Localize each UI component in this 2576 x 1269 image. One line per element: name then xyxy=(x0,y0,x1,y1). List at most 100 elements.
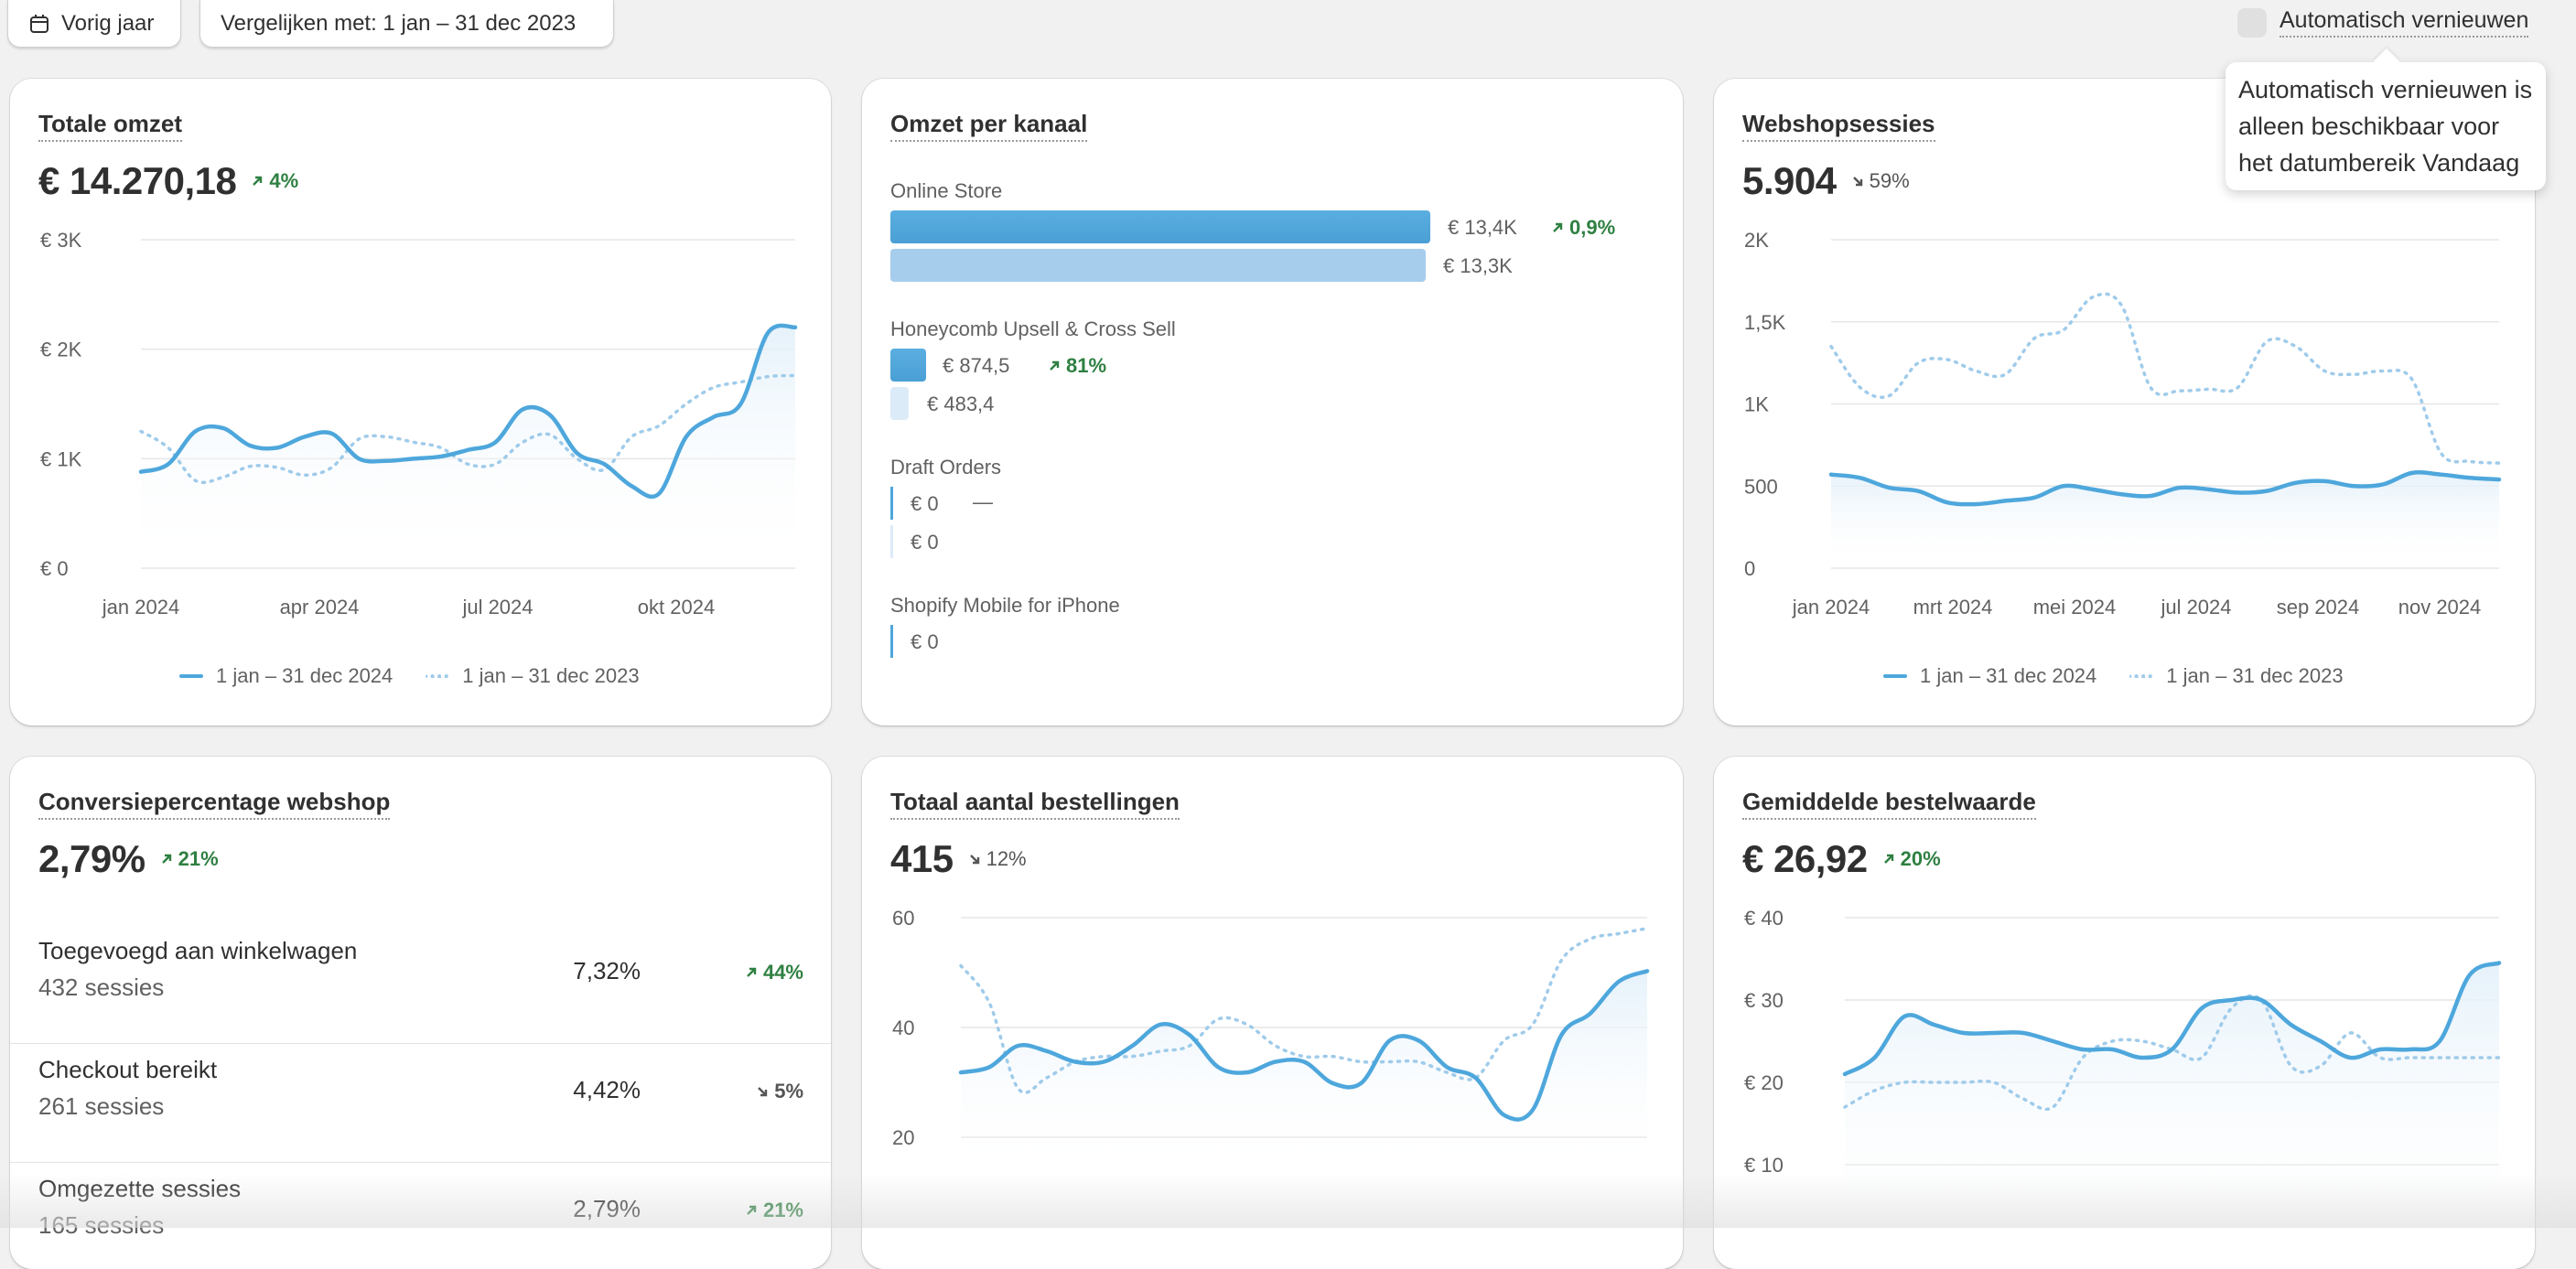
channel-bar-previous[interactable] xyxy=(890,387,909,420)
channel-delta: 81% xyxy=(1048,354,1106,378)
chart-legend: 1 jan – 31 dec 2024 1 jan – 31 dec 2023 xyxy=(179,664,673,688)
x-tick-label: sep 2024 xyxy=(2277,596,2360,618)
metric-value: € 26,92 xyxy=(1742,837,1868,880)
row-sessions: 261 sessies xyxy=(38,1092,165,1120)
card-title[interactable]: Webshopsessies xyxy=(1742,110,1935,142)
delta-badge: 21% xyxy=(160,847,219,871)
channel-bar-previous[interactable] xyxy=(890,525,893,558)
series-line-current xyxy=(1828,470,2502,507)
series-line-previous xyxy=(1829,292,2501,465)
arrow-up-right-icon xyxy=(747,967,757,977)
y-tick-label: € 0 xyxy=(40,557,69,580)
calendar-icon xyxy=(30,14,49,33)
webshop-sessions-chart: 2K 1,5K 1K 500 0 jan 2024 mrt 2024 mei 2024 jul … xyxy=(1744,229,2502,618)
y-tick-label: € 40 xyxy=(1744,907,1784,930)
metric-value: € 14.270,18 xyxy=(38,159,237,202)
x-tick-label: jul 2024 xyxy=(461,596,533,618)
row-name: Checkout bereikt xyxy=(38,1056,218,1083)
conversion-row[interactable]: Omgezette sessies 165 sessies 2,79% 21% xyxy=(10,1162,831,1269)
arrow-down-right-icon xyxy=(969,855,979,865)
channel-value-previous: € 13,3K xyxy=(1443,254,1513,277)
series-line-current xyxy=(958,969,1650,1122)
row-name: Omgezette sessies xyxy=(38,1175,242,1202)
metric-value: 5.904 xyxy=(1742,159,1837,202)
card-title[interactable]: Gemiddelde bestelwaarde xyxy=(1742,788,2036,820)
legend-previous[interactable]: 1 jan – 31 dec 2023 xyxy=(426,664,640,688)
auto-refresh-checkbox[interactable] xyxy=(2237,7,2267,38)
row-delta: 21% xyxy=(745,1199,803,1222)
y-tick-label: 1,5K xyxy=(1744,311,1786,334)
y-tick-label: € 20 xyxy=(1744,1071,1784,1094)
legend-current[interactable]: 1 jan – 31 dec 2024 xyxy=(179,664,393,688)
webshop-sessions-card[interactable]: Webshopsessies 5.904 59% 2K 1,5K 1K 500 0 jan… xyxy=(1714,79,2535,726)
channel-delta: 0,9% xyxy=(1551,216,1615,240)
arrow-up-right-icon xyxy=(747,1205,757,1215)
y-tick-label: € 10 xyxy=(1744,1154,1784,1177)
channel-delta: — xyxy=(973,490,993,513)
total-revenue-card[interactable]: Totale omzet € 14.270,18 4% € 3K € 2K € 1K… xyxy=(10,79,831,726)
y-tick-label: 60 xyxy=(892,907,914,930)
delta-badge: 59% xyxy=(1851,169,1910,193)
y-tick-label: 40 xyxy=(892,1016,914,1039)
card-title[interactable]: Totale omzet xyxy=(38,110,182,142)
compare-button[interactable]: Vergelijken met: 1 jan – 31 dec 2023 xyxy=(199,0,614,48)
y-tick-label: € 1K xyxy=(40,447,82,470)
x-tick-label: jan 2024 xyxy=(1792,596,1870,618)
channel-bar-current[interactable] xyxy=(890,210,1430,243)
revenue-by-channel-card[interactable]: Omzet per kanaal Online Store € 13,4K 0,… xyxy=(862,79,1683,726)
channel-bar-current[interactable] xyxy=(890,487,893,520)
card-title[interactable]: Omzet per kanaal xyxy=(890,110,1088,142)
series-line-previous xyxy=(1843,994,2501,1112)
row-sessions: 432 sessies xyxy=(38,973,165,1001)
arrow-up-right-icon xyxy=(1050,360,1060,371)
x-tick-label: jan 2024 xyxy=(102,596,179,618)
series-area xyxy=(141,325,795,568)
avg-order-value-card[interactable]: Gemiddelde bestelwaarde € 26,92 20% € 40… xyxy=(1714,757,2535,1269)
avg-order-value-chart: € 40 € 30 € 20 € 10 xyxy=(1744,907,2502,1247)
conversion-row[interactable]: Checkout bereikt 261 sessies 4,42% 5% xyxy=(10,1043,831,1163)
channel-value-previous: € 483,4 xyxy=(927,393,995,415)
delta-badge: 20% xyxy=(1882,847,1941,871)
total-orders-chart: 60 40 20 xyxy=(892,907,1650,1174)
channel-label: Online Store xyxy=(890,179,1003,202)
series-line-current xyxy=(138,323,798,500)
total-orders-card[interactable]: Totaal aantal bestellingen 415 12% 60 40 2… xyxy=(862,757,1683,1269)
y-tick-label: 500 xyxy=(1744,475,1778,498)
delta-badge: 4% xyxy=(251,169,298,193)
metric-value: 2,79% xyxy=(38,837,146,880)
auto-refresh-label: Automatisch vernieuwen xyxy=(2280,7,2529,38)
y-tick-label: 2K xyxy=(1744,229,1769,252)
series-line-current xyxy=(1842,961,2502,1077)
auto-refresh-tooltip: Automatisch vernieuwen is alleen beschik… xyxy=(2226,62,2546,190)
y-tick-label: € 3K xyxy=(40,229,82,252)
x-tick-label: okt 2024 xyxy=(638,596,715,618)
y-tick-label: € 30 xyxy=(1744,989,1784,1012)
x-tick-label: mrt 2024 xyxy=(1913,596,1993,618)
row-delta: 44% xyxy=(745,961,803,984)
channel-value-current: € 0 xyxy=(911,630,939,653)
channel-value-current: € 874,5 xyxy=(943,354,1010,377)
channel-label: Draft Orders xyxy=(890,456,1002,479)
card-title[interactable]: Totaal aantal bestellingen xyxy=(890,788,1180,820)
y-tick-label: 20 xyxy=(892,1126,914,1149)
channel-bar-previous[interactable] xyxy=(890,249,1426,282)
arrow-up-right-icon xyxy=(1553,222,1563,232)
row-delta: 5% xyxy=(756,1080,803,1103)
legend-current[interactable]: 1 jan – 31 dec 2024 xyxy=(1883,664,2096,688)
conversion-card[interactable]: Conversiepercentage webshop 2,79% 21% To… xyxy=(10,757,831,1269)
x-tick-label: mei 2024 xyxy=(2033,596,2117,618)
period-label: Vorig jaar xyxy=(61,10,155,36)
y-tick-label: 1K xyxy=(1744,393,1769,416)
auto-refresh-toggle[interactable]: Automatisch vernieuwen xyxy=(2237,7,2529,38)
conversion-row[interactable]: Toegevoegd aan winkelwagen 432 sessies 7… xyxy=(10,924,831,1044)
channel-bar-current[interactable] xyxy=(890,625,893,658)
row-percentage: 7,32% xyxy=(573,957,641,984)
delta-badge: 12% xyxy=(968,847,1027,871)
period-button[interactable]: Vorig jaar xyxy=(7,0,181,48)
series-area xyxy=(1845,963,2499,1247)
series-area xyxy=(961,971,1647,1174)
card-title[interactable]: Conversiepercentage webshop xyxy=(38,788,391,820)
channel-bar-current[interactable] xyxy=(890,349,926,382)
row-percentage: 4,42% xyxy=(573,1076,641,1103)
legend-previous[interactable]: 1 jan – 31 dec 2023 xyxy=(2129,664,2344,688)
